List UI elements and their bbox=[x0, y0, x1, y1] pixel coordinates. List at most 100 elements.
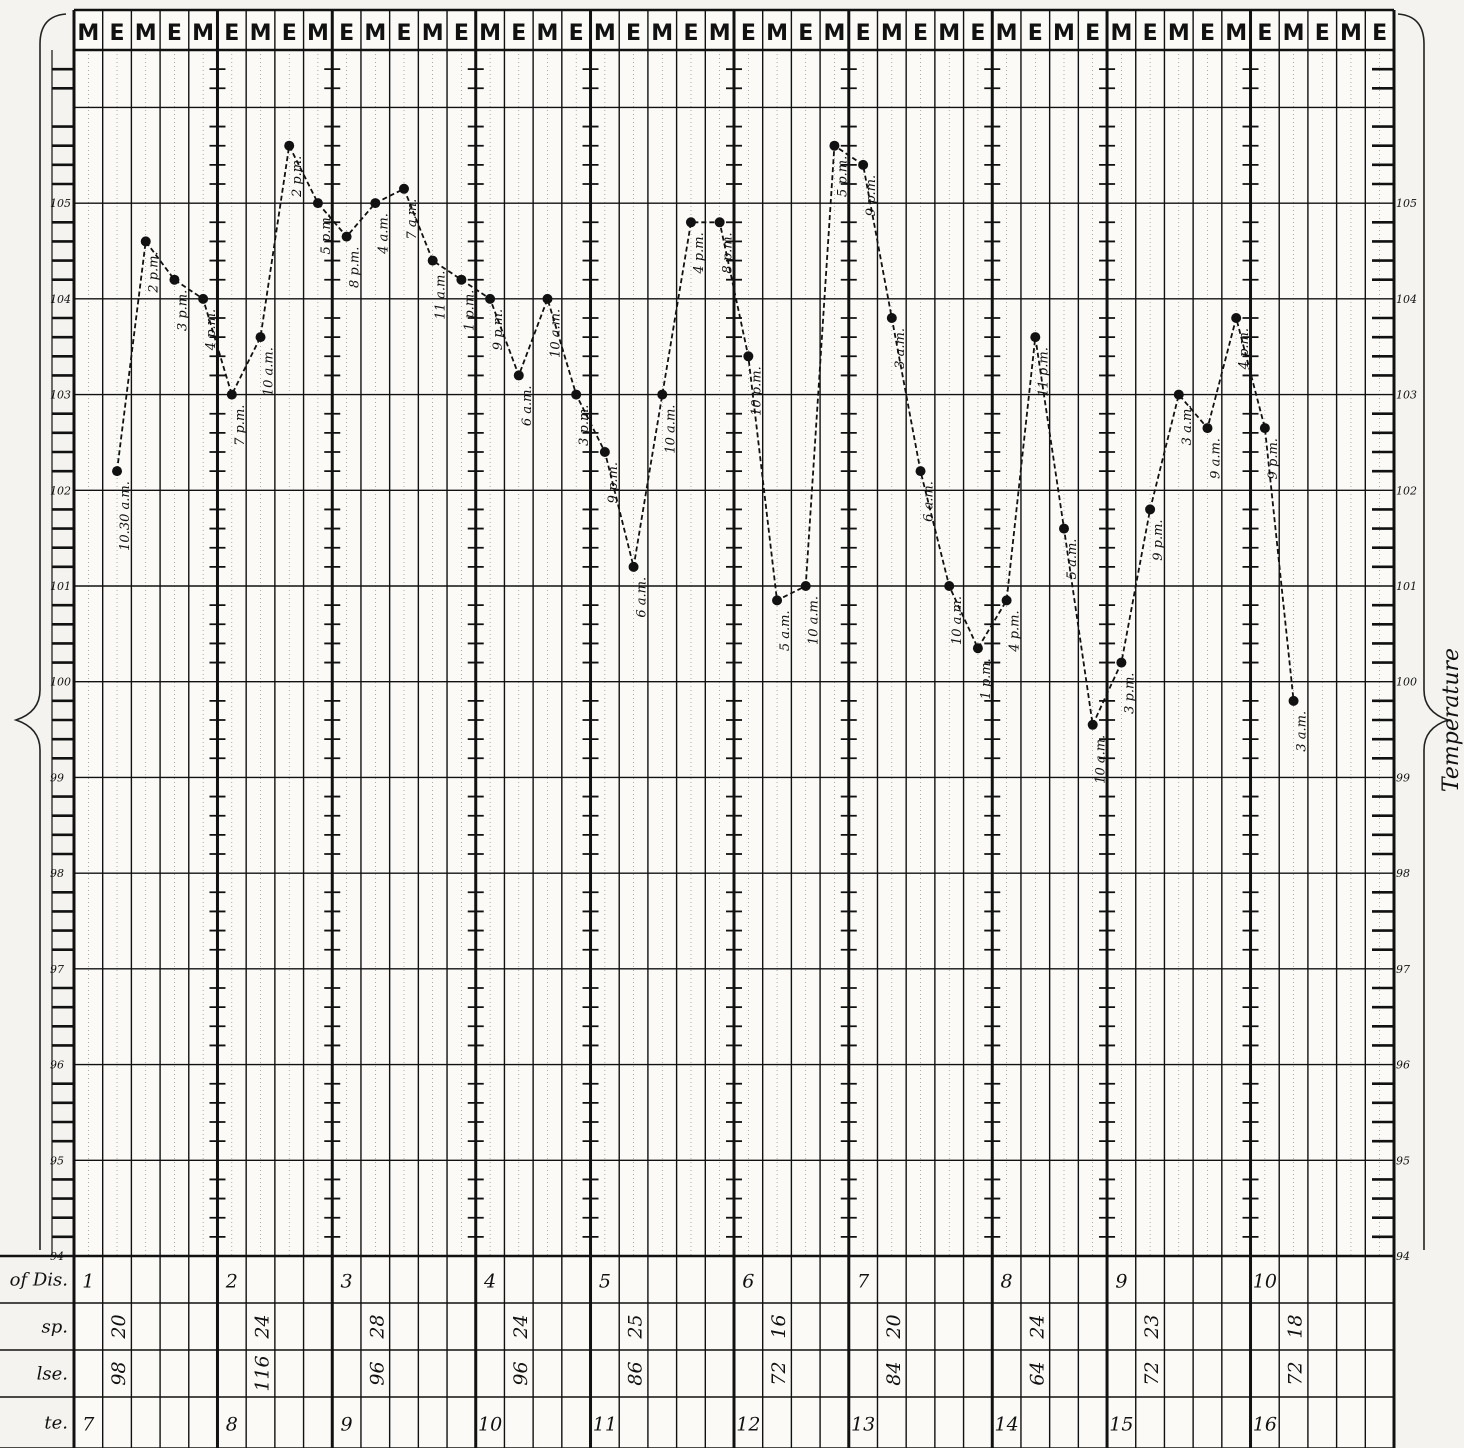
point-time-label: 9 p.m. bbox=[1266, 438, 1281, 479]
temperature-point bbox=[1288, 695, 1299, 706]
header-label-m: M bbox=[766, 21, 788, 46]
day-resp-value: 23 bbox=[1141, 1314, 1163, 1339]
temperature-point bbox=[886, 313, 897, 323]
day-day-value: 8 bbox=[1001, 1271, 1013, 1293]
header-label-m: M bbox=[1283, 21, 1305, 46]
temperature-point bbox=[1001, 595, 1012, 606]
temperature-point bbox=[972, 643, 983, 654]
temperature-point bbox=[169, 274, 180, 285]
day-pulse-value: 84 bbox=[883, 1361, 905, 1385]
day-date-value: 16 bbox=[1253, 1414, 1277, 1436]
point-time-label: 6 a.m. bbox=[520, 385, 535, 426]
point-time-label: 10 a.m. bbox=[663, 405, 678, 454]
day-date-value: 15 bbox=[1109, 1414, 1133, 1436]
point-time-label: 4 p.m. bbox=[1237, 328, 1252, 370]
day-date-value: 7 bbox=[82, 1414, 95, 1436]
point-time-label: 4 p.m. bbox=[692, 232, 707, 274]
bottom-row-label: te. bbox=[44, 1413, 68, 1434]
point-time-label: 5 a.m. bbox=[1065, 539, 1080, 580]
header-label-e: E bbox=[1028, 21, 1043, 46]
y-tick-label-left: 101 bbox=[50, 580, 71, 593]
header-label-m: M bbox=[1168, 21, 1190, 46]
bottom-row-label: of Dis. bbox=[10, 1270, 68, 1291]
y-tick-label-right: 98 bbox=[1396, 867, 1410, 880]
header-label-m: M bbox=[996, 21, 1018, 46]
day-pulse-value: 72 bbox=[1141, 1361, 1163, 1385]
point-time-label: 1 p.m. bbox=[462, 290, 477, 331]
y-tick-label-right: 105 bbox=[1396, 197, 1417, 210]
temperature-point bbox=[714, 217, 725, 228]
y-tick-label-left: 105 bbox=[50, 197, 71, 210]
header-label-m: M bbox=[594, 21, 616, 46]
header-label-e: E bbox=[224, 21, 239, 46]
point-time-label: 7 a.m. bbox=[405, 199, 420, 240]
temperature-point bbox=[685, 217, 696, 228]
header-label-e: E bbox=[1372, 21, 1387, 46]
temperature-point bbox=[800, 581, 811, 591]
day-date-value: 12 bbox=[736, 1414, 760, 1436]
day-resp-value: 24 bbox=[1026, 1314, 1048, 1339]
temperature-point bbox=[915, 466, 926, 477]
temperature-point bbox=[140, 236, 151, 247]
point-time-label: 9 p.m. bbox=[606, 462, 621, 503]
temperature-point bbox=[341, 231, 352, 242]
header-label-m: M bbox=[651, 21, 673, 46]
day-pulse-value: 96 bbox=[366, 1361, 388, 1385]
temperature-point bbox=[485, 293, 496, 304]
header-label-m: M bbox=[479, 21, 501, 46]
point-time-label: 2 p.m. bbox=[147, 251, 162, 293]
header-label-m: M bbox=[192, 21, 214, 46]
bottom-row-label: sp. bbox=[42, 1317, 68, 1338]
day-day-value: 4 bbox=[483, 1271, 496, 1293]
header-label-m: M bbox=[1110, 21, 1132, 46]
header-label-e: E bbox=[282, 21, 297, 46]
header-label-e: E bbox=[396, 21, 411, 46]
header-label-m: M bbox=[422, 21, 444, 46]
header-label-m: M bbox=[938, 21, 960, 46]
day-date-value: 8 bbox=[226, 1414, 238, 1436]
point-time-label: 10 a.m. bbox=[548, 309, 563, 358]
point-time-label: 11 p.m. bbox=[1036, 347, 1051, 397]
right-brace bbox=[1397, 13, 1451, 1250]
point-time-label: 7 p.m. bbox=[233, 405, 248, 446]
header-label-m: M bbox=[1340, 21, 1362, 46]
day-pulse-value: 64 bbox=[1026, 1361, 1048, 1385]
y-tick-label-left: 100 bbox=[50, 676, 71, 689]
point-time-label: 6 a.m. bbox=[922, 481, 937, 522]
header-label-e: E bbox=[683, 21, 698, 46]
y-tick-label-left: 97 bbox=[50, 963, 64, 976]
point-time-label: 5 p.m. bbox=[835, 156, 850, 197]
point-time-label: 8 p.m. bbox=[721, 232, 736, 273]
temperature-point bbox=[456, 274, 467, 285]
temperature-point bbox=[1259, 423, 1270, 434]
header-label-m: M bbox=[1225, 21, 1247, 46]
temperature-point bbox=[1116, 657, 1127, 668]
y-tick-label-left: 103 bbox=[50, 389, 71, 402]
temperature-point bbox=[657, 389, 668, 400]
header-label-e: E bbox=[856, 21, 871, 46]
day-pulse-value: 72 bbox=[768, 1361, 790, 1385]
day-resp-value: 20 bbox=[883, 1314, 905, 1339]
header-label-e: E bbox=[1143, 21, 1158, 46]
temperature-point bbox=[944, 581, 955, 591]
point-time-label: 1 p.m. bbox=[979, 658, 994, 699]
point-time-label: 10 a.m. bbox=[262, 347, 277, 396]
day-resp-value: 18 bbox=[1285, 1314, 1307, 1338]
temperature-point bbox=[312, 198, 323, 209]
header-label-e: E bbox=[569, 21, 584, 46]
header-label-m: M bbox=[250, 21, 272, 46]
day-day-value: 1 bbox=[82, 1271, 94, 1293]
day-day-value: 9 bbox=[1115, 1271, 1127, 1293]
header-label-m: M bbox=[364, 21, 386, 46]
point-time-label: 2 p.m. bbox=[290, 156, 305, 198]
header-label-m: M bbox=[709, 21, 731, 46]
temperature-point bbox=[1030, 332, 1041, 343]
point-time-label: 10 a.m. bbox=[950, 596, 965, 645]
day-date-value: 10 bbox=[478, 1414, 502, 1436]
point-time-label: 9 p.m. bbox=[864, 175, 879, 216]
header-label-e: E bbox=[1315, 21, 1330, 46]
point-time-label: 11 a.m. bbox=[434, 271, 449, 320]
day-day-value: 5 bbox=[599, 1271, 611, 1293]
temperature-point bbox=[599, 447, 610, 457]
